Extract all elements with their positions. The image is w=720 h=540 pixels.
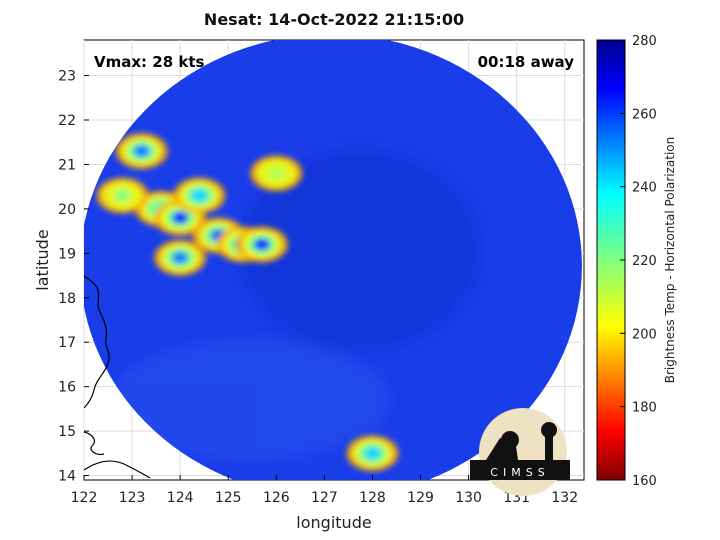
y-tick-label: 19 (58, 246, 76, 262)
convective-cell-core (172, 251, 189, 264)
convective-cell-core (114, 189, 131, 202)
microwave-swath (84, 40, 582, 480)
vmax-label: Vmax: 28 kts (94, 53, 205, 71)
x-tick-label: 124 (167, 490, 194, 506)
y-tick-label: 20 (58, 202, 76, 218)
colorbar-tick-label: 180 (632, 401, 657, 416)
y-tick-label: 15 (58, 424, 76, 440)
x-tick-label: 125 (215, 490, 242, 506)
coastline (84, 275, 151, 479)
cimss-logo: CIMSS (470, 408, 570, 496)
colorbar-tick-label: 200 (632, 327, 657, 342)
x-tick-label: 127 (311, 490, 338, 506)
x-tick-label: 122 (71, 490, 98, 506)
colorbar-tick-label: 220 (632, 254, 657, 269)
y-tick-label: 21 (58, 157, 76, 173)
x-axis: 122 123 124 125 126 127 128 129 130 131 132 (71, 475, 578, 506)
y-tick-label: 14 (58, 469, 76, 485)
chart-title: Nesat: 14-Oct-2022 21:15:00 (203, 10, 465, 29)
convective-cell-core (172, 211, 189, 224)
convective-cell-core (268, 167, 285, 180)
y-tick-label: 22 (58, 113, 76, 129)
colorbar-tick-label: 260 (632, 107, 657, 122)
cimss-logo-text: CIMSS (490, 466, 549, 479)
y-tick-label: 18 (58, 291, 76, 307)
y-tick-label: 17 (58, 335, 76, 351)
y-tick-label: 23 (58, 69, 76, 85)
y-tick-label: 16 (58, 380, 76, 396)
convective-cell-core (191, 189, 208, 202)
x-tick-label: 126 (263, 490, 290, 506)
x-axis-label: longitude (296, 513, 371, 532)
x-tick-label: 132 (551, 490, 578, 506)
x-tick-label: 123 (119, 490, 146, 506)
colorbar-label: Brightness Temp - Horizontal Polarizatio… (663, 137, 677, 384)
convective-cell-core (364, 447, 381, 460)
colorbar-ticks: 160 180 200 220 240 260 280 (620, 34, 657, 489)
convective-cell-core (253, 238, 270, 251)
x-tick-label: 128 (359, 490, 386, 506)
y-axis-label: latitude (33, 229, 52, 290)
y-axis: 14 15 16 17 18 19 20 21 22 23 (58, 69, 89, 485)
colorbar-tick-label: 160 (632, 474, 657, 489)
colorbar-tick-label: 240 (632, 181, 657, 196)
convective-cell-core (133, 145, 150, 158)
colorbar-tick-label: 280 (632, 34, 657, 49)
x-tick-label: 129 (407, 490, 434, 506)
time-away-label: 00:18 away (477, 53, 574, 71)
x-tick-label: 130 (455, 490, 482, 506)
